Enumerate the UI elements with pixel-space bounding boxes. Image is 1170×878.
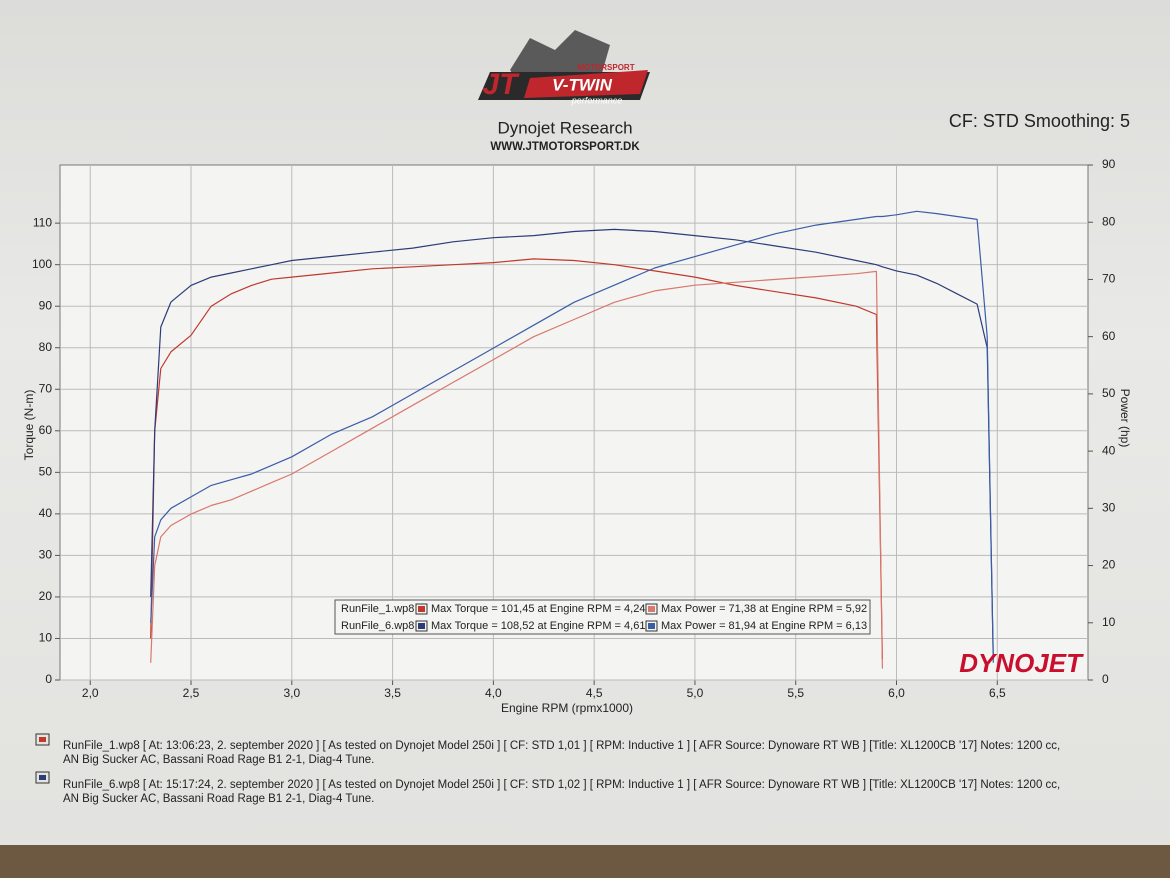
x-tick-label: 3,5 (384, 686, 401, 700)
series-line (150, 270, 883, 669)
x-tick-label: 3,0 (283, 686, 300, 700)
x-tick-label: 2,0 (82, 686, 99, 700)
y2-axis-label: Power (hp) (1118, 389, 1132, 448)
run-note: RunFile_1.wp8 [ At: 13:06:23, 2. septemb… (63, 740, 1061, 766)
legend-label: Max Power = 71,38 at Engine RPM = 5,92 (661, 603, 867, 615)
brand: DYNOJET (959, 648, 1084, 678)
y-tick-label: 90 (39, 298, 53, 312)
x-axis-label: Engine RPM (rpmx1000) (501, 701, 633, 715)
y-tick-label: 80 (39, 340, 53, 354)
legend-swatch (415, 603, 428, 615)
logo-engine (510, 30, 610, 85)
x-tick-label: 5,0 (687, 686, 704, 700)
y-tick-label: 110 (33, 215, 52, 229)
y2-tick-label: 40 (1102, 443, 1116, 457)
series-line (150, 210, 994, 663)
legend-swatch (415, 620, 428, 632)
legend-swatch (645, 603, 658, 615)
legend-swatch (645, 620, 658, 632)
y-tick-label: 0 (45, 672, 52, 686)
legend-label: Max Power = 81,94 at Engine RPM = 6,13 (661, 620, 867, 632)
legend: RunFile_1.wp8 RunFile_6.wp8 Max Torque = 1… (341, 603, 867, 632)
y2-tick-label: 0 (1102, 672, 1109, 686)
y-tick-label: 50 (39, 465, 53, 479)
series-line (150, 228, 994, 660)
note-marker (35, 771, 50, 784)
series-line (150, 258, 883, 660)
run-note: RunFile_6.wp8 [ At: 15:17:24, 2. septemb… (63, 779, 1061, 805)
legend-swatch (648, 623, 655, 629)
logo-banner (524, 70, 648, 98)
logo-text: MOTORSPORT (577, 63, 634, 72)
y-tick-label: 10 (39, 631, 53, 645)
y2-tick-label: 20 (1102, 558, 1116, 572)
x-tick-label: 4,5 (586, 686, 603, 700)
logo-text: V-TWIN (552, 75, 613, 94)
legend-swatch (648, 606, 655, 612)
grid-layer: 2,0 2,5 3,0 3,5 4,0 4,5 5,0 5,5 6,0 6,5 0 10 20 30 40 5… (32, 157, 1116, 700)
chart-title: Dynojet Research (497, 118, 632, 137)
chart-subtitle: WWW.JTMOTORSPORT.DK (490, 141, 640, 153)
legend-swatch (418, 623, 425, 629)
y-tick-label: 30 (39, 548, 53, 562)
note-marker (39, 737, 46, 742)
logo-text: performance (571, 95, 623, 105)
note-marker (35, 733, 50, 746)
y2-tick-label: 10 (1102, 615, 1116, 629)
legend-label: Max Torque = 101,45 at Engine RPM = 4,24 (431, 603, 645, 615)
x-tick-label: 6,5 (989, 686, 1006, 700)
y2-tick-label: 70 (1102, 272, 1116, 286)
legend-file: RunFile_6.wp8 (341, 620, 414, 632)
y-tick-label: 20 (39, 589, 53, 603)
annotation: CF: STD Smoothing: 5 (949, 111, 1130, 131)
legend-swatch (418, 606, 425, 612)
plot-area (59, 164, 1089, 681)
y2-tick-label: 30 (1102, 501, 1116, 515)
y-tick-label: 60 (39, 423, 53, 437)
note-marker (39, 775, 46, 780)
logo-text: JT (482, 68, 520, 101)
logo: MOTORSPORT JT V-TWIN performance (478, 30, 650, 105)
y2-tick-label: 80 (1102, 214, 1116, 228)
y2-tick-label: 50 (1102, 386, 1116, 400)
y-axis-label: Torque (N-m) (22, 390, 36, 461)
line-layer (150, 210, 994, 669)
y-tick-label: 100 (32, 257, 52, 271)
legend-label: Max Torque = 108,52 at Engine RPM = 4,61 (431, 620, 645, 632)
x-tick-label: 6,0 (888, 686, 905, 700)
y-tick-label: 70 (39, 381, 53, 395)
legend-file: RunFile_1.wp8 (341, 603, 414, 615)
y-tick-label: 40 (39, 506, 53, 520)
x-tick-label: 2,5 (183, 686, 200, 700)
x-tick-label: 5,5 (787, 686, 804, 700)
x-tick-label: 4,0 (485, 686, 502, 700)
y2-tick-label: 90 (1102, 157, 1116, 171)
y2-tick-label: 60 (1102, 329, 1116, 343)
